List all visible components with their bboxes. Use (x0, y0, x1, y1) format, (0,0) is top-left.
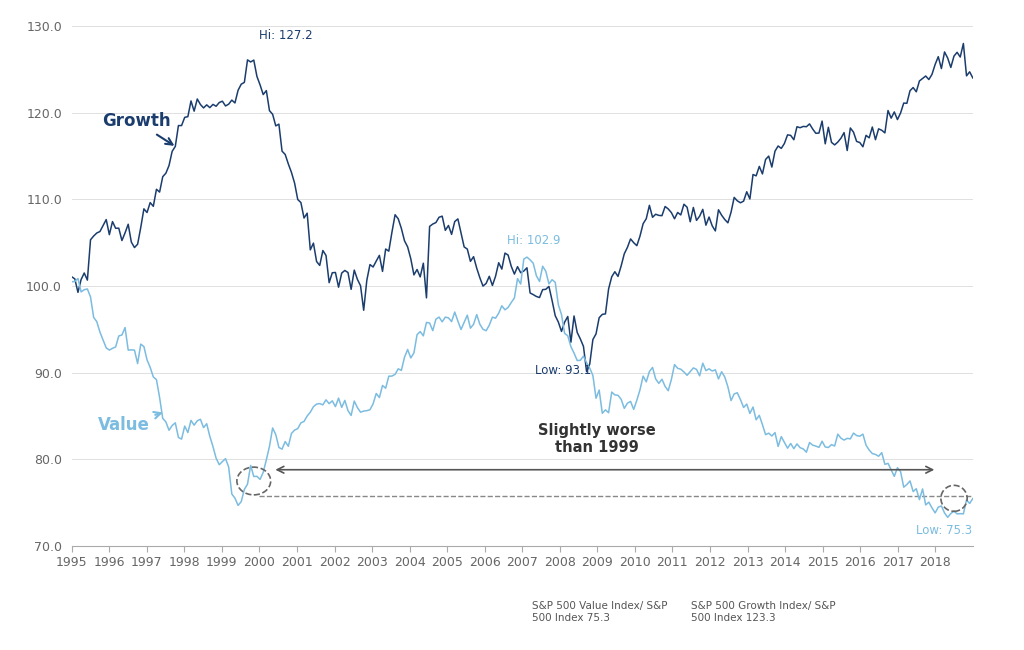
Text: Hi: 127.2: Hi: 127.2 (259, 29, 313, 42)
Text: S&P 500 Growth Index/ S&P
500 Index 123.3: S&P 500 Growth Index/ S&P 500 Index 123.… (691, 601, 836, 623)
Text: Value: Value (98, 412, 161, 434)
Text: Growth: Growth (101, 112, 172, 144)
Text: Low: 75.3: Low: 75.3 (916, 525, 973, 538)
Text: S&P 500 Value Index/ S&P
500 Index 75.3: S&P 500 Value Index/ S&P 500 Index 75.3 (532, 601, 668, 623)
Text: Hi: 102.9: Hi: 102.9 (507, 234, 561, 247)
Text: Slightly worse
than 1999: Slightly worse than 1999 (539, 422, 656, 455)
Text: Low: 93.1: Low: 93.1 (536, 364, 592, 377)
